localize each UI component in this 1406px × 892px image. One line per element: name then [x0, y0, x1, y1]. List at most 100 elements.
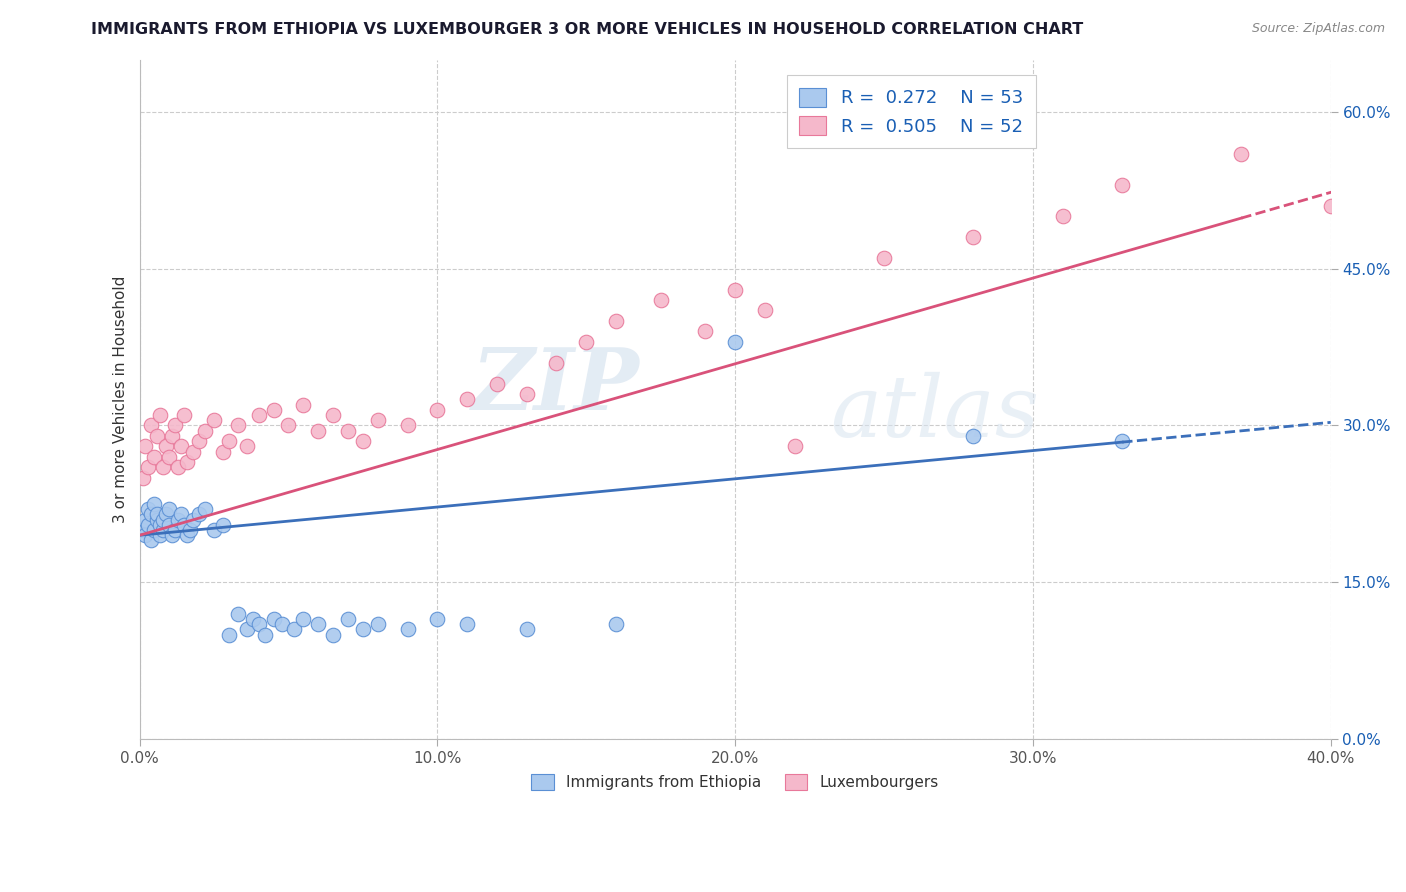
- Point: [226, 418, 249, 433]
- Point: [277, 418, 299, 433]
- Point: [188, 508, 211, 522]
- Point: [724, 334, 747, 349]
- Point: [152, 512, 174, 526]
- Point: [134, 439, 156, 453]
- Point: [426, 402, 449, 417]
- Point: [516, 623, 538, 637]
- Point: [157, 517, 180, 532]
- Point: [271, 617, 294, 632]
- Point: [352, 623, 374, 637]
- Point: [1319, 199, 1341, 213]
- Text: IMMIGRANTS FROM ETHIOPIA VS LUXEMBOURGER 3 OR MORE VEHICLES IN HOUSEHOLD CORRELA: IMMIGRANTS FROM ETHIOPIA VS LUXEMBOURGER…: [91, 22, 1084, 37]
- Point: [426, 612, 449, 626]
- Point: [149, 528, 172, 542]
- Point: [253, 627, 276, 641]
- Point: [456, 392, 478, 407]
- Point: [138, 517, 160, 532]
- Point: [138, 502, 160, 516]
- Point: [155, 508, 177, 522]
- Point: [176, 455, 198, 469]
- Point: [307, 424, 329, 438]
- Point: [202, 413, 225, 427]
- Point: [292, 398, 315, 412]
- Point: [155, 439, 177, 453]
- Point: [146, 508, 169, 522]
- Point: [212, 517, 235, 532]
- Legend: Immigrants from Ethiopia, Luxembourgers: Immigrants from Ethiopia, Luxembourgers: [526, 768, 945, 796]
- Text: Source: ZipAtlas.com: Source: ZipAtlas.com: [1251, 22, 1385, 36]
- Point: [367, 413, 389, 427]
- Point: [218, 434, 240, 449]
- Point: [131, 523, 153, 537]
- Text: atlas: atlas: [831, 372, 1039, 454]
- Point: [194, 502, 217, 516]
- Point: [396, 418, 419, 433]
- Point: [157, 502, 180, 516]
- Point: [141, 533, 163, 548]
- Point: [336, 424, 359, 438]
- Point: [134, 528, 156, 542]
- Point: [605, 314, 627, 328]
- Point: [283, 623, 305, 637]
- Point: [143, 450, 166, 464]
- Point: [263, 402, 285, 417]
- Point: [218, 627, 240, 641]
- Point: [322, 408, 344, 422]
- Point: [176, 528, 198, 542]
- Point: [783, 439, 806, 453]
- Point: [170, 439, 193, 453]
- Point: [962, 230, 984, 244]
- Point: [146, 429, 169, 443]
- Point: [170, 508, 193, 522]
- Point: [235, 439, 257, 453]
- Point: [396, 623, 419, 637]
- Point: [456, 617, 478, 632]
- Point: [146, 512, 169, 526]
- Point: [143, 497, 166, 511]
- Point: [322, 627, 344, 641]
- Point: [165, 418, 187, 433]
- Point: [173, 408, 195, 422]
- Point: [141, 508, 163, 522]
- Point: [962, 429, 984, 443]
- Point: [134, 512, 156, 526]
- Point: [650, 293, 672, 307]
- Point: [695, 325, 717, 339]
- Point: [165, 523, 187, 537]
- Point: [181, 444, 204, 458]
- Point: [352, 434, 374, 449]
- Point: [754, 303, 776, 318]
- Point: [149, 517, 172, 532]
- Point: [263, 612, 285, 626]
- Point: [167, 512, 190, 526]
- Point: [516, 387, 538, 401]
- Point: [194, 424, 217, 438]
- Point: [138, 460, 160, 475]
- Point: [212, 444, 235, 458]
- Point: [235, 623, 257, 637]
- Point: [242, 612, 264, 626]
- Point: [724, 283, 747, 297]
- Y-axis label: 3 or more Vehicles in Household: 3 or more Vehicles in Household: [114, 276, 128, 523]
- Point: [336, 612, 359, 626]
- Point: [485, 376, 508, 391]
- Point: [247, 408, 270, 422]
- Point: [157, 450, 180, 464]
- Point: [131, 471, 153, 485]
- Point: [1052, 210, 1074, 224]
- Point: [307, 617, 329, 632]
- Text: ZIP: ZIP: [472, 344, 640, 427]
- Point: [605, 617, 627, 632]
- Point: [181, 512, 204, 526]
- Point: [143, 523, 166, 537]
- Point: [226, 607, 249, 621]
- Point: [152, 523, 174, 537]
- Point: [179, 523, 201, 537]
- Point: [873, 251, 896, 265]
- Point: [188, 434, 211, 449]
- Point: [1111, 434, 1133, 449]
- Point: [575, 334, 598, 349]
- Point: [167, 460, 190, 475]
- Point: [141, 418, 163, 433]
- Point: [162, 429, 184, 443]
